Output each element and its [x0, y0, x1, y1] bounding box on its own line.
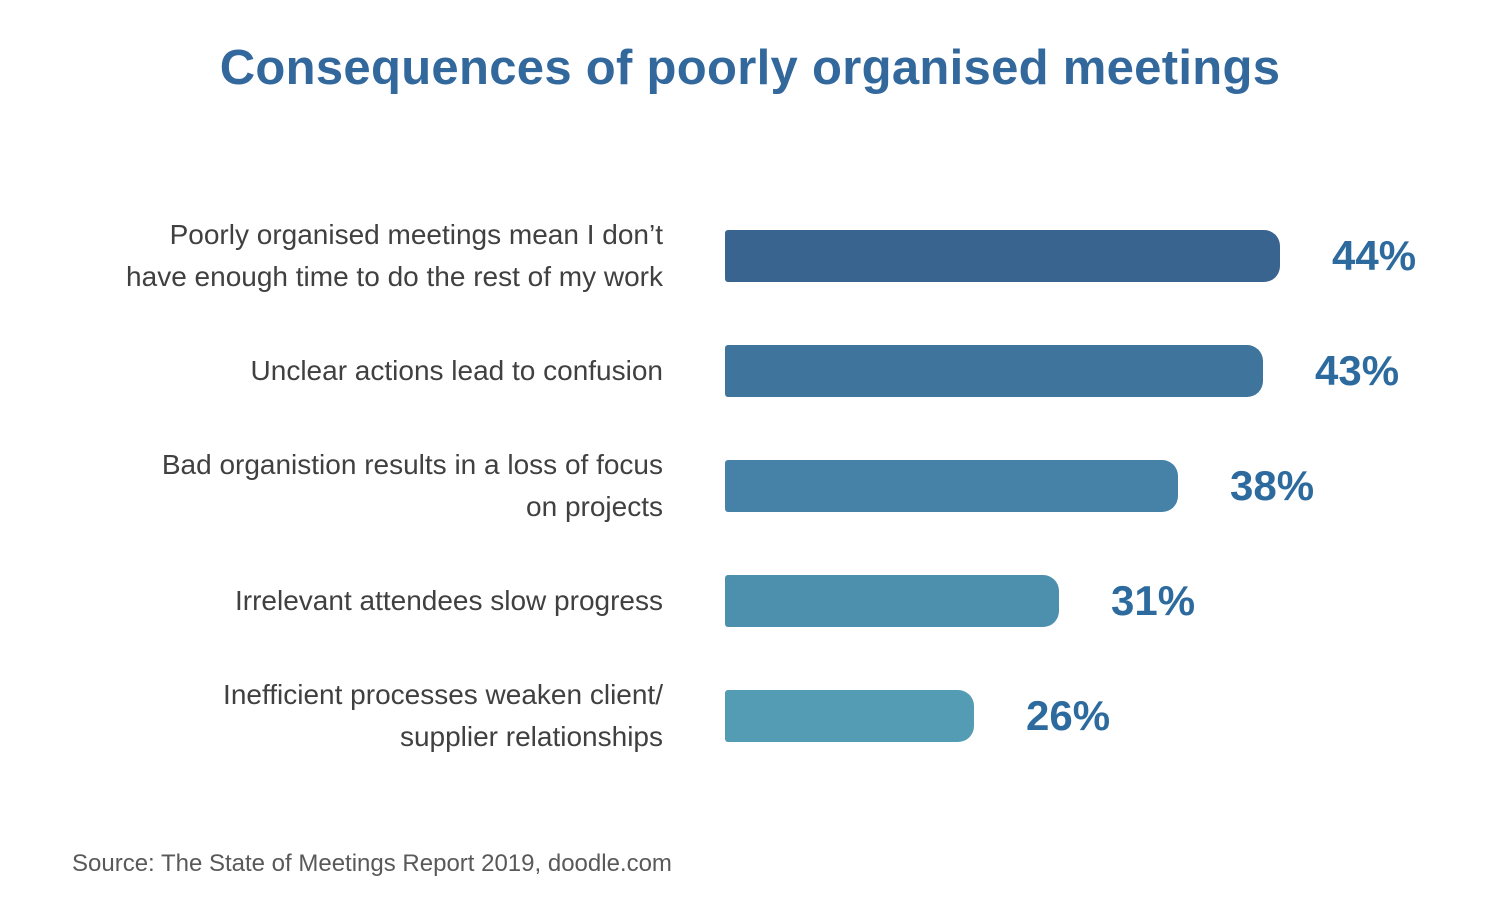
bar-area: 38%: [725, 459, 1315, 512]
bar-rows: Poorly organised meetings mean I don’t ha…: [0, 198, 1500, 773]
category-label: Unclear actions lead to confusion: [250, 354, 663, 386]
bar-area: 44%: [725, 229, 1417, 282]
chart-row: Bad organistion results in a loss of foc…: [0, 428, 1500, 543]
value-bar: [725, 689, 974, 742]
value-bar: [725, 344, 1263, 397]
value-label: 31%: [1111, 576, 1196, 624]
chart-row: Irrelevant attendees slow progress 31%: [0, 543, 1500, 658]
value-label: 44%: [1332, 231, 1417, 279]
chart-row: Unclear actions lead to confusion 43%: [0, 313, 1500, 428]
source-attribution: Source: The State of Meetings Report 201…: [72, 850, 672, 877]
value-label: 43%: [1315, 346, 1400, 394]
value-bar: [725, 459, 1178, 512]
category-label: Poorly organised meetings mean I don’t ha…: [126, 218, 663, 292]
bar-area: 43%: [725, 344, 1400, 397]
category-label: Bad organistion results in a loss of foc…: [161, 448, 663, 522]
category-label: Irrelevant attendees slow progress: [235, 584, 663, 616]
chart-row: Inefficient processes weaken client/supp…: [0, 658, 1500, 773]
value-bar: [725, 229, 1280, 282]
bar-area: 26%: [725, 689, 1111, 742]
chart-title: Consequences of poorly organised meeting…: [219, 41, 1281, 95]
chart-row: Poorly organised meetings mean I don’t ha…: [0, 198, 1500, 313]
bar-area: 31%: [725, 574, 1196, 627]
value-bar: [725, 574, 1059, 627]
category-label: Inefficient processes weaken client/supp…: [223, 678, 663, 752]
value-label: 38%: [1230, 461, 1315, 509]
value-label: 26%: [1026, 691, 1111, 739]
